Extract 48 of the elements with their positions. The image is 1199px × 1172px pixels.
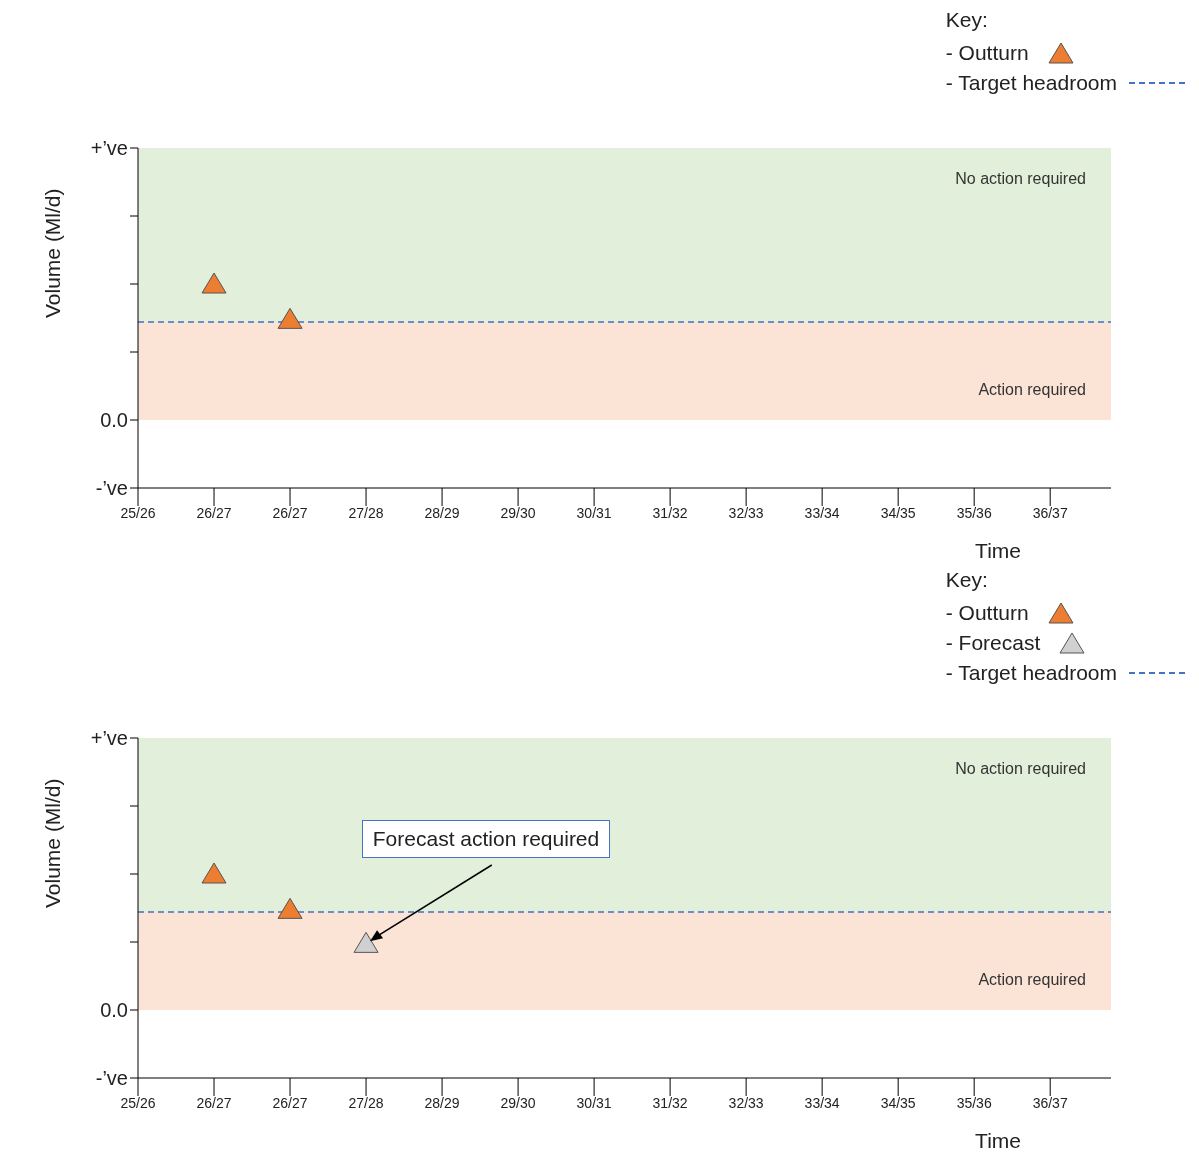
legend-label: - Outturn xyxy=(945,601,1029,625)
band-label: Action required xyxy=(978,381,1086,398)
annotation: Forecast action required xyxy=(361,820,611,858)
text: -’ve xyxy=(95,477,128,500)
x-tick-label: 27/28 xyxy=(348,504,384,521)
text: 0.0 xyxy=(100,409,128,432)
x-tick-label: 25/26 xyxy=(120,1094,156,1111)
x-tick-label: 35/36 xyxy=(956,504,992,521)
legend-title: Key: xyxy=(945,568,989,593)
x-tick-label: 32/33 xyxy=(728,504,764,521)
x-tick-label: 26/27 xyxy=(272,1094,308,1111)
x-tick-label: 34/35 xyxy=(880,504,916,521)
x-axis-title: Time xyxy=(975,1129,1021,1152)
band-label: Action required xyxy=(978,971,1086,988)
x-tick-label: 36/37 xyxy=(1032,504,1068,521)
band-label: No action required xyxy=(955,760,1086,778)
text: +’ve xyxy=(90,137,128,160)
x-tick-label: 26/27 xyxy=(272,504,308,521)
text: 0.0 xyxy=(100,999,128,1022)
x-tick-label: 29/30 xyxy=(500,504,536,521)
x-tick-label: 25/26 xyxy=(120,504,156,521)
text: -’ve xyxy=(95,1067,128,1090)
legend-label: - Target headroom xyxy=(945,71,1117,95)
legend-label: - Forecast xyxy=(945,631,1041,655)
x-tick-label: 32/33 xyxy=(728,1094,764,1111)
x-tick-label: 34/35 xyxy=(880,1094,916,1111)
x-tick-label: 29/30 xyxy=(500,1094,536,1111)
x-tick-label: 36/37 xyxy=(1032,1094,1068,1111)
band-label: No action required xyxy=(955,170,1086,188)
x-axis-title: Time xyxy=(975,539,1021,562)
y-axis-title: Volume (Ml/d) xyxy=(41,188,65,318)
x-tick-label: 30/31 xyxy=(576,1094,612,1111)
x-tick-label: 31/32 xyxy=(652,504,688,521)
y-axis-title: Volume (Ml/d) xyxy=(41,778,65,908)
x-tick-label: 35/36 xyxy=(956,1094,992,1111)
legend-title: Key: xyxy=(945,8,989,33)
x-tick-label: 26/27 xyxy=(196,1094,232,1111)
x-tick-label: 33/34 xyxy=(804,1094,840,1111)
x-tick-label: 28/29 xyxy=(424,1094,460,1111)
x-tick-label: 30/31 xyxy=(576,504,612,521)
text: +’ve xyxy=(90,727,128,750)
x-tick-label: 33/34 xyxy=(804,504,840,521)
x-tick-label: 28/29 xyxy=(424,504,460,521)
x-tick-label: 26/27 xyxy=(196,504,232,521)
legend-label: - Target headroom xyxy=(945,661,1117,685)
x-tick-label: 31/32 xyxy=(652,1094,688,1111)
x-tick-label: 27/28 xyxy=(348,1094,384,1111)
legend-label: - Outturn xyxy=(945,41,1029,65)
